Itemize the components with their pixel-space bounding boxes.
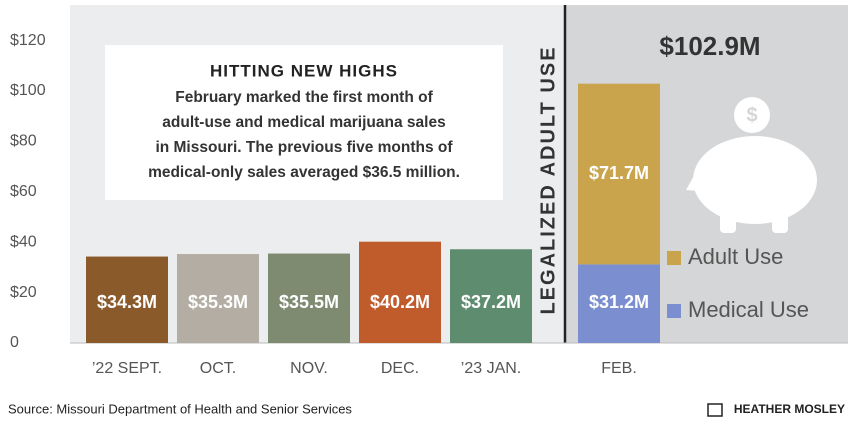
bar-segment xyxy=(578,264,660,343)
piggy-bank-icon xyxy=(686,97,817,233)
bar-segment xyxy=(578,83,660,265)
value-label: $37.2M xyxy=(461,292,521,312)
bar xyxy=(450,249,532,343)
total-label: $102.9M xyxy=(659,31,760,61)
bar xyxy=(86,256,168,343)
credit: HEATHER MOSLEY xyxy=(734,402,845,416)
bar xyxy=(177,254,259,343)
y-tick-label: $100 xyxy=(10,82,46,99)
legend-swatch xyxy=(667,304,681,318)
value-label: $71.7M xyxy=(589,163,649,183)
y-tick-label: $60 xyxy=(10,183,37,200)
x-tick-label: ’23 JAN. xyxy=(461,360,521,377)
annotation-box xyxy=(105,45,503,200)
annotation-line: medical-only sales averaged $36.5 millio… xyxy=(148,164,460,181)
bar xyxy=(359,241,441,343)
coin-symbol: $ xyxy=(746,104,757,126)
value-label: $31.2M xyxy=(589,292,649,312)
annotation-line: adult-use and medical marijuana sales xyxy=(162,114,445,131)
y-tick-label: $20 xyxy=(10,284,37,301)
y-tick-label: 0 xyxy=(10,334,19,351)
x-tick-label: ’22 SEPT. xyxy=(92,360,162,377)
divider-label: LEGALIZED ADULT USE xyxy=(537,45,559,314)
annotation-title: HITTING NEW HIGHS xyxy=(210,61,398,80)
legend-label: Medical Use xyxy=(688,297,809,322)
y-tick-label: $120 xyxy=(10,32,46,49)
annotation-line: in Missouri. The previous five months of xyxy=(155,139,453,156)
y-tick-label: $40 xyxy=(10,233,37,250)
annotation-line: February marked the first month of xyxy=(175,89,433,106)
x-tick-label: DEC. xyxy=(381,360,419,377)
x-tick-label: FEB. xyxy=(601,360,637,377)
value-label: $35.5M xyxy=(279,292,339,312)
y-tick-label: $80 xyxy=(10,133,37,150)
source: Source: Missouri Department of Health an… xyxy=(8,401,352,416)
x-tick-label: NOV. xyxy=(290,360,328,377)
bar xyxy=(268,253,350,343)
legend-swatch xyxy=(667,251,681,265)
credit-icon xyxy=(707,403,723,417)
x-tick-label: OCT. xyxy=(200,360,236,377)
value-label: $35.3M xyxy=(188,292,248,312)
value-label: $40.2M xyxy=(370,292,430,312)
value-label: $34.3M xyxy=(97,292,157,312)
legend-label: Adult Use xyxy=(688,244,783,269)
